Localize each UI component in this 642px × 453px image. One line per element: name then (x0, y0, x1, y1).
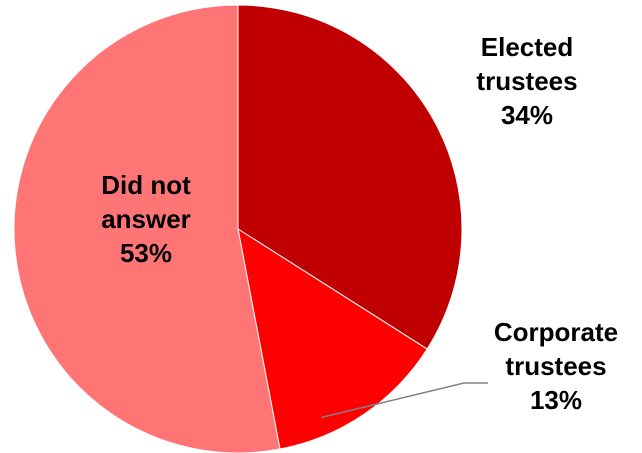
pie-slice-did-not-answer (13, 4, 281, 453)
slice-label-line: Did not (101, 170, 191, 200)
slice-label-elected-trustees: Elected trustees 34% (476, 32, 577, 130)
slice-label-line: 13% (530, 385, 582, 415)
slice-label-line: Corporate (494, 317, 618, 347)
pie-slice-elected-trustees (237, 4, 463, 350)
slice-label-line: trustees (476, 66, 577, 96)
leader-line-corporate-trustees (321, 382, 488, 419)
slice-label-corporate-trustees: Corporate trustees 13% (494, 317, 618, 415)
slice-label-line: trustees (505, 351, 606, 381)
slice-label-line: 34% (501, 100, 553, 130)
slice-label-line: Elected (481, 32, 574, 62)
pie-slice-corporate-trustees (237, 227, 428, 450)
slice-label-line: answer (101, 204, 191, 234)
slice-label-line: 53% (120, 238, 172, 268)
slices-layer (13, 4, 463, 453)
labels-layer: Elected trustees 34% Corporate trustees 13% Di… (101, 32, 618, 415)
leader-lines-layer (321, 382, 488, 419)
slice-label-did-not-answer: Did not answer 53% (101, 170, 191, 268)
